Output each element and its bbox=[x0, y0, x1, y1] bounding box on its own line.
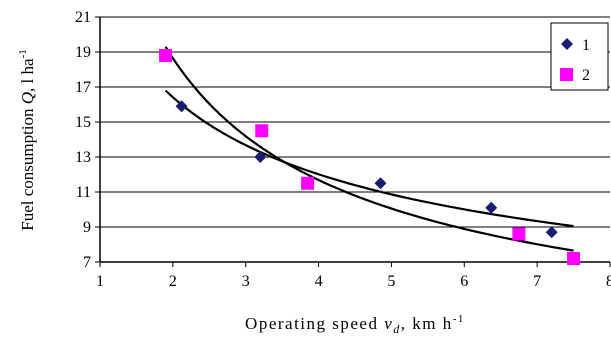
y-axis-title-main: Fuel consumption bbox=[18, 108, 37, 231]
x-axis-title-unit: , km h bbox=[401, 314, 453, 333]
axes bbox=[95, 16, 611, 267]
legend-marker-series-2 bbox=[560, 68, 573, 81]
y-tick-label-7: 7 bbox=[83, 254, 91, 271]
x-tick-label-2: 2 bbox=[169, 273, 177, 290]
point-series-2-1 bbox=[255, 124, 269, 138]
trend-1-line bbox=[164, 89, 574, 228]
point-series-1-2 bbox=[374, 177, 387, 190]
point-series-2-3 bbox=[512, 227, 526, 241]
x-tick-label-3: 3 bbox=[242, 273, 250, 290]
plot-area bbox=[100, 17, 610, 262]
y-tick-label-11: 11 bbox=[76, 184, 91, 201]
x-tick-label-7: 7 bbox=[533, 273, 541, 290]
trend-2-line bbox=[164, 46, 574, 252]
y-tick-label-15: 15 bbox=[75, 114, 91, 131]
x-tick-label-5: 5 bbox=[387, 273, 395, 290]
point-series-2-0 bbox=[159, 49, 173, 62]
point-series-2-2 bbox=[301, 176, 315, 190]
x-axis-title-main: Operating speed bbox=[245, 314, 378, 333]
legend-label-series-2: 2 bbox=[582, 67, 590, 84]
y-axis-title: Fuel consumption Q, l ha-1 bbox=[17, 49, 37, 231]
point-series-1-3 bbox=[485, 201, 498, 214]
x-axis-title-symbol: v bbox=[384, 314, 393, 333]
legend: 1 2 bbox=[550, 22, 609, 91]
trendlines bbox=[164, 46, 574, 252]
legend-label-series-1: 1 bbox=[582, 37, 590, 54]
y-tick-label-21: 21 bbox=[75, 9, 91, 26]
x-tick-label-6: 6 bbox=[460, 273, 468, 290]
point-series-2-4 bbox=[567, 252, 581, 265]
y-tick-label-9: 9 bbox=[83, 219, 91, 236]
x-axis-title-unit-exp: -1 bbox=[453, 313, 465, 325]
point-series-1-0 bbox=[175, 100, 188, 113]
legend-box bbox=[550, 22, 609, 91]
y-tick-label-13: 13 bbox=[75, 149, 91, 166]
data-points bbox=[159, 49, 581, 265]
x-axis-title: Operating speed vd, km h-1 bbox=[245, 313, 465, 336]
legend-marker-series-1 bbox=[561, 38, 573, 50]
y-axis-title-unit-exp: -1 bbox=[17, 49, 29, 58]
x-tick-label-1: 1 bbox=[96, 273, 104, 290]
y-tick-label-19: 19 bbox=[75, 44, 91, 61]
point-series-1-1 bbox=[254, 151, 267, 163]
y-axis-title-symbol: Q bbox=[18, 92, 37, 104]
grid-lines bbox=[100, 16, 610, 228]
x-tick-label-4: 4 bbox=[315, 273, 323, 290]
x-tick-label-8: 8 bbox=[606, 273, 611, 290]
y-tick-label-17: 17 bbox=[75, 79, 91, 96]
point-series-1-4 bbox=[545, 226, 558, 239]
y-axis-title-unit: , l ha bbox=[18, 58, 37, 92]
x-axis-title-subscript: d bbox=[393, 322, 401, 336]
